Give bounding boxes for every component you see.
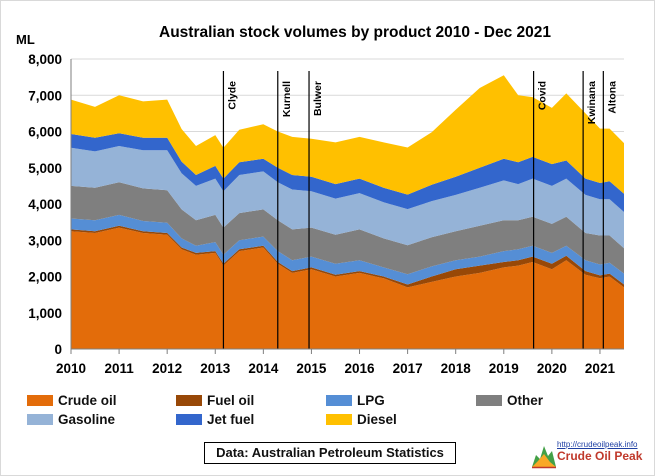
oil-peak-icon	[532, 446, 556, 469]
y-tick-label: 5,000	[28, 161, 62, 176]
x-tick-label: 2021	[585, 361, 616, 376]
event-label: Clyde	[226, 81, 238, 110]
y-axis-label: ML	[16, 32, 35, 47]
area-diesel	[71, 75, 624, 195]
y-tick-label: 1,000	[28, 306, 62, 321]
event-label: Kurnell	[281, 81, 293, 117]
y-tick-label: 8,000	[28, 52, 62, 67]
x-tick-label: 2013	[200, 361, 231, 376]
chart-title: Australian stock volumes by product 2010…	[159, 24, 551, 41]
data-source-label: Data: Australian Petroleum Statistics	[204, 442, 456, 464]
x-tick-label: 2010	[56, 361, 86, 376]
x-tick-label: 2012	[152, 361, 182, 376]
y-tick-label: 2,000	[28, 270, 62, 285]
x-tick-label: 2018	[441, 361, 472, 376]
event-label: Covid	[537, 81, 549, 110]
legend-label-diesel: Diesel	[357, 412, 397, 427]
area-crude-oil	[71, 227, 624, 349]
legend: Crude oil Fuel oil LPG Other Gasoline Jet fue…	[27, 393, 544, 427]
x-tick-label: 2015	[296, 361, 327, 376]
legend-swatch-gasoline	[27, 414, 53, 425]
legend-swatch-other	[476, 395, 502, 406]
legend-label-other: Other	[507, 393, 544, 408]
event-annotations: Clyde Kurnell Bulwer Covid Kwinana Altona	[222, 71, 618, 349]
event-label: Altona	[606, 81, 618, 114]
legend-swatch-diesel	[326, 414, 352, 425]
legend-swatch-jet-fuel	[176, 414, 202, 425]
axes: 0 1,000 2,000 3,000 4,000 5,000 6,000 7,000 8,00…	[28, 52, 624, 376]
y-tick-label: 0	[54, 342, 62, 357]
area-gasoline	[71, 146, 624, 249]
legend-label-fuel-oil: Fuel oil	[207, 393, 254, 408]
legend-label-jet-fuel: Jet fuel	[207, 412, 254, 427]
event-label: Bulwer	[312, 81, 324, 116]
logo-url[interactable]: http://crudeoilpeak.info	[557, 440, 638, 449]
legend-swatch-lpg	[326, 395, 352, 406]
area-jet-fuel	[71, 133, 624, 212]
y-tick-label: 4,000	[28, 197, 62, 212]
area-other	[71, 182, 624, 275]
y-tick-label: 6,000	[28, 125, 62, 140]
x-tick-label: 2017	[393, 361, 423, 376]
legend-swatch-crude-oil	[27, 395, 53, 406]
x-tick-label: 2016	[344, 361, 375, 376]
legend-label-lpg: LPG	[357, 393, 385, 408]
x-tick-label: 2020	[537, 361, 567, 376]
event-label: Kwinana	[586, 81, 598, 124]
x-tick-label: 2019	[489, 361, 519, 376]
area-series	[71, 75, 624, 349]
legend-swatch-fuel-oil	[176, 395, 202, 406]
logo-name: Crude Oil Peak	[557, 449, 643, 463]
y-tick-label: 7,000	[28, 88, 62, 103]
area-lpg	[71, 214, 624, 285]
legend-label-crude-oil: Crude oil	[58, 393, 117, 408]
legend-label-gasoline: Gasoline	[58, 412, 116, 427]
crude-oil-peak-logo: http://crudeoilpeak.info Crude Oil Peak	[531, 440, 649, 470]
x-tick-label: 2014	[248, 361, 279, 376]
x-tick-label: 2011	[104, 361, 134, 376]
y-tick-label: 3,000	[28, 233, 62, 248]
